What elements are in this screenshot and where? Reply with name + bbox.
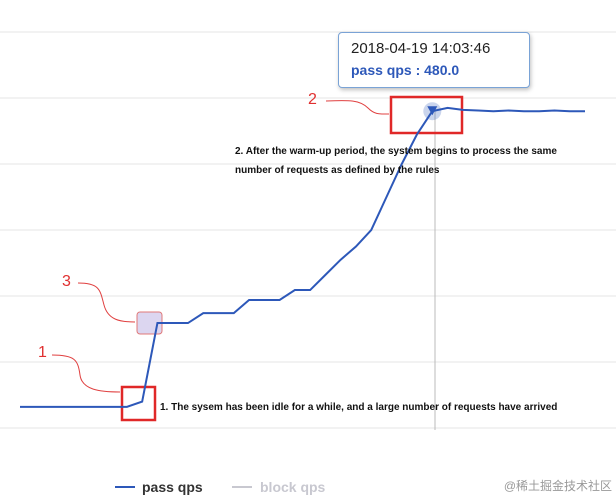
watermark: @稀土掘金技术社区 (504, 478, 612, 493)
tooltip-text: pass qps : 480.0 (351, 62, 460, 78)
annotation-arrow (325, 100, 390, 115)
annotation-number: 3 (62, 273, 71, 290)
annotation-text: 2. After the warm-up period, the system … (235, 146, 557, 176)
annotation-number: 1 (38, 344, 47, 361)
hover-marker (427, 106, 438, 116)
tooltip: 2018-04-19 14:03:46 pass qps : 480.0 (338, 32, 530, 88)
annotation-box (120, 385, 157, 422)
series-line (20, 106, 585, 408)
annotation-text: 1. The sysem has been idle for a while, … (160, 402, 558, 413)
legend-label[interactable]: pass qps (142, 479, 203, 495)
annotation-arrow (77, 282, 136, 323)
legend-label[interactable]: block qps (260, 479, 326, 495)
tooltip-title: 2018-04-19 14:03:46 (351, 40, 491, 57)
annotation-number: 2 (308, 91, 317, 108)
annotation-arrow (51, 354, 121, 393)
annotation-box (389, 95, 464, 135)
